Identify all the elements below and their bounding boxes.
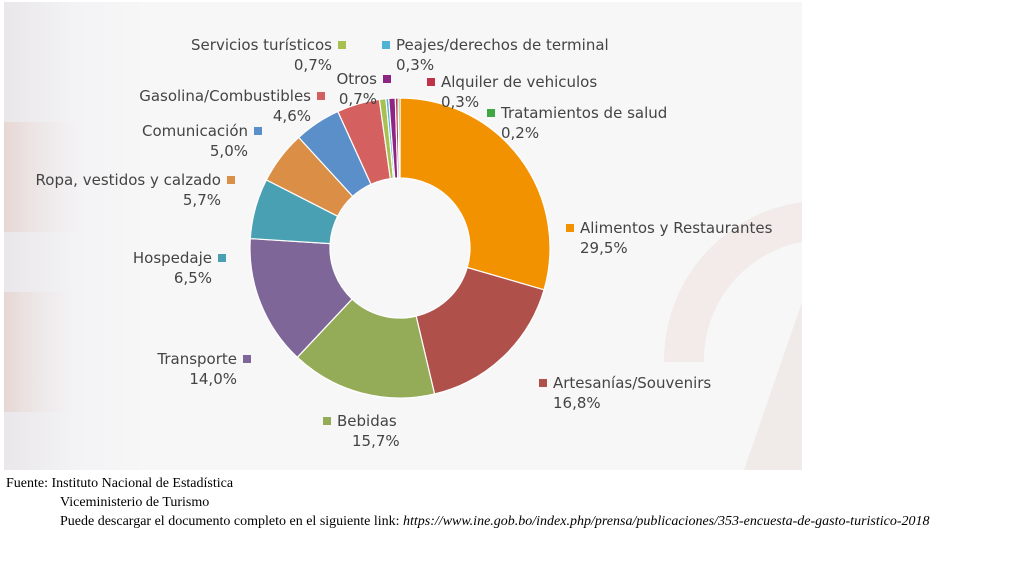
label-transporte: Transporte	[156, 350, 237, 368]
marker-artesanias-souvenirs	[539, 379, 547, 387]
label-tratamientos-de-salud: Tratamientos de salud	[500, 104, 667, 122]
value-servicios-turisticos: 0,7%	[294, 56, 332, 74]
marker-gasolina-combustibles	[317, 92, 325, 100]
slice-alimentos-y-restaurantes	[399, 97, 551, 291]
label-hospedaje: Hospedaje	[133, 249, 212, 267]
label-comunicacion: Comunicación	[142, 122, 248, 140]
label-alimentos-y-restaurantes: Alimentos y Restaurantes	[580, 219, 773, 237]
marker-alimentos-y-restaurantes	[566, 224, 574, 232]
marker-alquiler-de-vehiculos	[427, 78, 435, 86]
source-line-3: Puede descargar el documento completo en…	[6, 512, 930, 531]
marker-hospedaje	[218, 254, 226, 262]
marker-bebidas	[323, 417, 331, 425]
marker-servicios-turisticos	[338, 41, 346, 49]
source-line-1: Fuente: Instituto Nacional de Estadístic…	[6, 476, 234, 491]
label-peajes-derechos-de-terminal: Peajes/derechos de terminal	[396, 36, 609, 54]
label-ropa-vestidos-y-calzado: Ropa, vestidos y calzado	[36, 171, 221, 189]
label-otros: Otros	[336, 70, 377, 88]
slice-labels: Alimentos y Restaurantes 29,5% Artesanías/…	[36, 36, 773, 450]
value-otros: 0,7%	[339, 90, 377, 108]
slice-bebidas	[296, 298, 436, 399]
value-artesanias-souvenirs: 16,8%	[553, 394, 601, 412]
label-gasolina-combustibles: Gasolina/Combustibles	[139, 87, 311, 105]
donut-slices	[249, 97, 551, 399]
marker-tratamientos-de-salud	[487, 109, 495, 117]
chart-panel: Alimentos y Restaurantes 29,5% Artesanías/…	[4, 2, 802, 470]
marker-otros	[383, 75, 391, 83]
label-bebidas: Bebidas	[337, 412, 397, 430]
value-hospedaje: 6,5%	[174, 269, 212, 287]
slice-tratamientos-de-salud	[397, 97, 401, 179]
value-gasolina-combustibles: 4,6%	[273, 107, 311, 125]
source-link-prefix: Puede descargar el documento completo en…	[60, 514, 404, 529]
slice-artesanias-souvenirs	[415, 266, 545, 395]
value-alimentos-y-restaurantes: 29,5%	[580, 239, 628, 257]
donut-chart: Alimentos y Restaurantes 29,5% Artesanías/…	[4, 36, 802, 470]
label-artesanias-souvenirs: Artesanías/Souvenirs	[553, 374, 711, 392]
value-tratamientos-de-salud: 0,2%	[501, 124, 539, 142]
marker-peajes-derechos-de-terminal	[382, 41, 390, 49]
background-decor	[4, 122, 802, 470]
value-alquiler-de-vehiculos: 0,3%	[441, 93, 479, 111]
label-alquiler-de-vehiculos: Alquiler de vehiculos	[441, 73, 597, 91]
marker-transporte	[243, 355, 251, 363]
marker-comunicacion	[254, 127, 262, 135]
source-link[interactable]: https://www.ine.gob.bo/index.php/prensa/…	[403, 514, 930, 529]
source-line-2: Viceministerio de Turismo	[60, 495, 210, 510]
value-peajes-derechos-de-terminal: 0,3%	[396, 56, 434, 74]
marker-ropa-vestidos-y-calzado	[227, 176, 235, 184]
value-ropa-vestidos-y-calzado: 5,7%	[183, 191, 221, 209]
value-bebidas: 15,7%	[352, 432, 400, 450]
source-note: Fuente: Instituto Nacional de Estadístic…	[6, 474, 930, 531]
value-transporte: 14,0%	[189, 370, 237, 388]
value-comunicacion: 5,0%	[210, 142, 248, 160]
label-servicios-turisticos: Servicios turísticos	[191, 36, 332, 54]
